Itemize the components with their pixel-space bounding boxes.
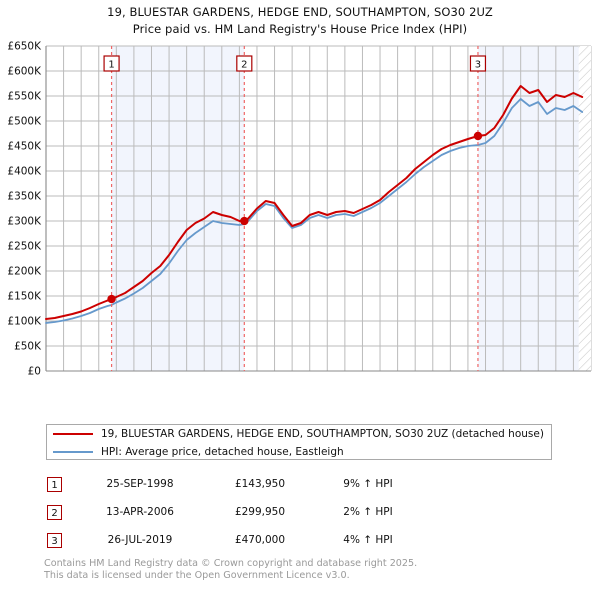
y-axis-tick-label: £300K: [7, 216, 42, 228]
legend-label-hpi: HPI: Average price, detached house, East…: [101, 446, 344, 458]
transaction-date: 13-APR-2006: [106, 506, 174, 518]
sale-point-marker: [473, 131, 483, 141]
marker-label-box: [103, 55, 120, 72]
y-axis-tick-label: £200K: [7, 266, 42, 278]
transaction-date: 25-SEP-1998: [106, 478, 174, 490]
transaction-index-badge: 2: [47, 504, 62, 520]
chart-legend: 19, BLUESTAR GARDENS, HEDGE END, SOUTHAM…: [46, 424, 552, 460]
transaction-price: £299,950: [234, 506, 286, 518]
y-axis-tick-label: £500K: [7, 116, 42, 128]
provisional-data-hatch: [578, 46, 591, 371]
series-line-hpi: [45, 98, 584, 324]
legend-swatch-price-paid: [53, 433, 93, 435]
legend-label-price-paid: 19, BLUESTAR GARDENS, HEDGE END, SOUTHAM…: [101, 428, 544, 440]
transaction-index-badge: 1: [47, 476, 62, 492]
transaction-row: 1 25-SEP-1998 £143,950 9% ↑ HPI: [46, 470, 566, 498]
marker-label-number: 2: [241, 59, 247, 70]
y-axis-tick-label: £150K: [7, 291, 42, 303]
legend-item-price-paid: 19, BLUESTAR GARDENS, HEDGE END, SOUTHAM…: [47, 425, 551, 443]
marker-label-number: 3: [475, 59, 481, 70]
transaction-price: £470,000: [234, 534, 286, 546]
legend-swatch-hpi: [53, 451, 93, 453]
y-axis-tick-label: £350K: [7, 191, 42, 203]
transaction-row: 2 13-APR-2006 £299,950 2% ↑ HPI: [46, 498, 566, 526]
shaded-period-band: [477, 46, 591, 371]
y-axis-tick-label: £550K: [7, 91, 42, 103]
y-axis-tick-label: £400K: [7, 166, 42, 178]
price-history-chart: £0 £50K £100K £150K £200K £250K £300K £350K £400…: [0, 40, 600, 375]
transaction-hpi-delta: 4% ↑ HPI: [343, 534, 393, 546]
series-line-price-paid: [45, 85, 584, 320]
footer-line-1: Contains HM Land Registry data © Crown c…: [44, 558, 418, 569]
transaction-hpi-delta: 9% ↑ HPI: [343, 478, 393, 490]
transaction-row: 3 26-JUL-2019 £470,000 4% ↑ HPI: [46, 526, 566, 554]
y-axis-tick-label: £600K: [7, 66, 42, 78]
y-axis-tick-label: £450K: [7, 141, 42, 153]
marker-label-number: 1: [108, 59, 114, 70]
marker-label-box: [236, 55, 253, 72]
marker-label-box: [469, 55, 487, 72]
title-line-2: Price paid vs. HM Land Registry's House …: [132, 22, 468, 36]
y-axis-tick-label: £100K: [7, 316, 42, 328]
y-axis-tick-label: £0: [28, 366, 41, 375]
transaction-date: 26-JUL-2019: [107, 534, 173, 546]
transactions-table: 1 25-SEP-1998 £143,950 9% ↑ HPI 2 13-APR-2006…: [46, 470, 566, 554]
page-title: 19, BLUESTAR GARDENS, HEDGE END, SOUTHAM…: [0, 4, 600, 38]
footer-line-2: This data is licensed under the Open Gov…: [44, 569, 350, 581]
transaction-hpi-delta: 2% ↑ HPI: [343, 506, 393, 518]
y-axis-tick-label: £250K: [7, 241, 42, 253]
transaction-price: £143,950: [234, 478, 286, 490]
y-axis-tick-label: £650K: [7, 41, 42, 53]
sale-point-marker: [107, 294, 116, 304]
legend-item-hpi: HPI: Average price, detached house, East…: [47, 443, 551, 461]
shaded-period-band: [111, 46, 245, 371]
y-axis-tick-label: £50K: [14, 341, 42, 353]
title-line-1: 19, BLUESTAR GARDENS, HEDGE END, SOUTHAM…: [107, 5, 493, 19]
chart-svg: £0 £50K £100K £150K £200K £250K £300K £350K £400…: [7, 41, 592, 375]
footer-attribution: Contains HM Land Registry data © Crown c…: [44, 558, 584, 581]
sale-point-marker: [240, 216, 249, 226]
transaction-index-badge: 3: [47, 532, 62, 548]
